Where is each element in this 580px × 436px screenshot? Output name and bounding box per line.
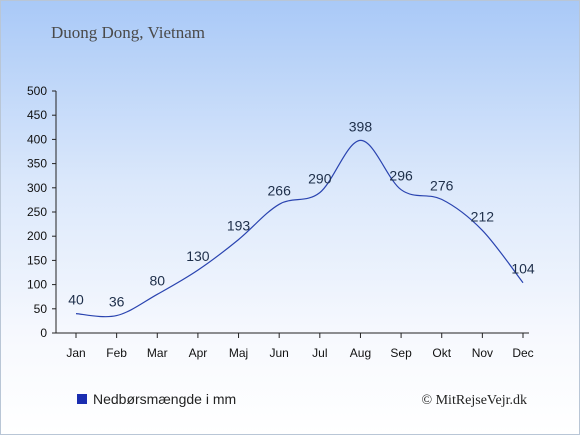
- y-tick-label: 450: [27, 108, 47, 122]
- x-tick-label: Sep: [390, 346, 412, 360]
- y-tick-label: 500: [27, 84, 47, 98]
- x-tick-label: Okt: [432, 346, 451, 360]
- y-ticks: 0 50 100 150 200 250 300 350 400 450 500: [27, 84, 56, 340]
- precipitation-line: [75, 139, 524, 318]
- x-tick-label: Jan: [66, 346, 85, 360]
- x-ticks: Jan Feb Mar Apr Maj Jun Jul Aug Sep Okt Nov Dec: [66, 333, 534, 360]
- legend-label: Nedbørsmængde i mm: [93, 391, 236, 407]
- data-label: 398: [349, 118, 373, 134]
- y-tick-label: 200: [27, 229, 47, 243]
- y-tick-label: 350: [27, 157, 47, 171]
- y-tick-label: 300: [27, 181, 47, 195]
- data-label: 290: [308, 171, 332, 187]
- y-tick-label: 0: [40, 326, 47, 340]
- legend-swatch: [77, 394, 87, 404]
- data-label: 36: [109, 294, 125, 310]
- data-label: 276: [430, 177, 454, 193]
- x-tick-label: Dec: [512, 346, 533, 360]
- data-label: 212: [471, 208, 495, 224]
- y-tick-label: 400: [27, 132, 47, 146]
- x-tick-label: Nov: [472, 346, 493, 360]
- credit-text: © MitRejseVejr.dk: [421, 393, 527, 408]
- y-tick-label: 100: [27, 278, 47, 292]
- data-label: 193: [227, 218, 251, 234]
- y-tick-label: 250: [27, 205, 47, 219]
- chart-title: Duong Dong, Vietnam: [51, 23, 205, 42]
- data-label: 40: [68, 292, 84, 308]
- data-label: 266: [268, 182, 292, 198]
- data-labels: 40 36 80 130 193 266 290 398 296 276 212 104: [68, 118, 535, 309]
- data-label: 296: [389, 168, 413, 184]
- x-tick-label: Feb: [106, 346, 127, 360]
- x-tick-label: Mar: [147, 346, 168, 360]
- y-tick-label: 50: [34, 302, 48, 316]
- x-tick-label: Jul: [312, 346, 327, 360]
- x-tick-label: Aug: [350, 346, 371, 360]
- y-tick-label: 150: [27, 253, 47, 267]
- data-label: 130: [186, 248, 210, 264]
- x-tick-label: Jun: [270, 346, 289, 360]
- data-label: 80: [149, 272, 165, 288]
- x-tick-label: Maj: [229, 346, 248, 360]
- x-tick-label: Apr: [189, 346, 208, 360]
- data-label: 104: [511, 261, 535, 277]
